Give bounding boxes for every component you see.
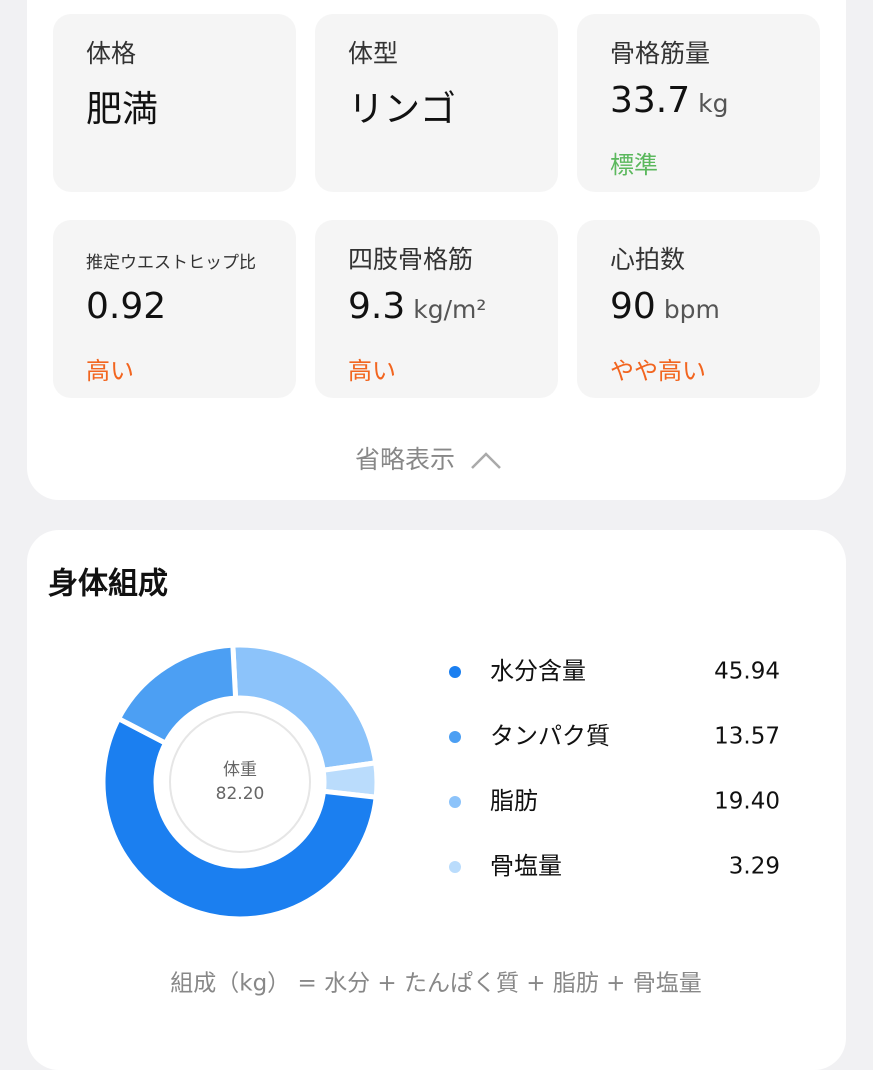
legend-dot bbox=[449, 666, 461, 678]
legend-dot bbox=[449, 796, 461, 808]
legend-name: 水分含量 bbox=[490, 657, 586, 685]
metric-status: 標準 bbox=[610, 151, 658, 179]
metric-number: 33.7 bbox=[610, 80, 691, 121]
metric-status: 高い bbox=[348, 357, 396, 385]
metric-number: 9.3 bbox=[348, 286, 406, 327]
center-label: 体重 bbox=[223, 760, 257, 780]
metric-status: やや高い bbox=[610, 357, 706, 385]
metric-value: 33.7 kg bbox=[610, 80, 729, 121]
metric-number: 肥満 bbox=[86, 89, 159, 130]
metric-label: 骨格筋量 bbox=[610, 39, 711, 68]
metric-unit: kg bbox=[698, 89, 729, 118]
legend-name: 脂肪 bbox=[490, 787, 538, 815]
metric-tile: 体格 肥満 bbox=[53, 14, 296, 192]
metric-label: 心拍数 bbox=[610, 245, 686, 274]
metric-label: 体型 bbox=[348, 39, 399, 68]
metric-label: 体格 bbox=[86, 39, 137, 68]
metric-number: リンゴ bbox=[348, 89, 457, 130]
donut-segment bbox=[115, 642, 239, 747]
legend-name: 骨塩量 bbox=[490, 852, 562, 880]
legend-value: 45.94 bbox=[714, 659, 780, 685]
metric-value: 9.3 kg/m² bbox=[348, 286, 486, 327]
metric-label: 四肢骨格筋 bbox=[348, 245, 474, 274]
metric-number: 0.92 bbox=[86, 286, 167, 327]
metric-status: 高い bbox=[86, 357, 134, 385]
composition-card bbox=[27, 530, 846, 1070]
metric-tile: 骨格筋量 33.7 kg 標準 bbox=[577, 14, 820, 192]
metric-tile: 体型 リンゴ bbox=[315, 14, 558, 192]
center-value: 82.20 bbox=[216, 784, 265, 804]
metric-number: 90 bbox=[610, 286, 656, 327]
chevron-icon bbox=[471, 452, 501, 469]
metric-value: 90 bpm bbox=[610, 286, 720, 327]
metric-tile: 推定ウエストヒップ比 0.92 高い bbox=[53, 220, 296, 398]
formula: 組成（kg） = 水分 + たんぱく質 + 脂肪 + 骨塩量 bbox=[170, 971, 702, 997]
legend-name: タンパク質 bbox=[490, 722, 610, 750]
legend-value: 13.57 bbox=[714, 724, 780, 750]
section-title: 身体組成 bbox=[48, 567, 168, 602]
metric-value: 肥満 bbox=[86, 80, 158, 132]
collapse-button[interactable]: 省略表示 bbox=[355, 440, 503, 476]
composition-chart: 身体組成 体重 82.20 組成（kg） = 水分 + たんぱく質 + 脂肪 +… bbox=[48, 567, 780, 997]
collapse-label: 省略表示 bbox=[355, 445, 456, 474]
center-circle bbox=[169, 711, 311, 853]
metric-label: 推定ウエストヒップ比 bbox=[86, 253, 256, 273]
legend-dot bbox=[449, 731, 461, 743]
legend-value: 19.40 bbox=[714, 789, 780, 815]
metric-value: リンゴ bbox=[348, 80, 456, 132]
legend-dot bbox=[449, 861, 461, 873]
page: 体格 肥満 体型 リンゴ 骨格筋量 33.7 kg 標準 推定ウエストヒップ比 0.92 高い 四肢骨… bbox=[27, 0, 846, 1070]
metric-tile: 四肢骨格筋 9.3 kg/m² 高い bbox=[315, 220, 558, 398]
metric-tile: 心拍数 90 bpm やや高い bbox=[577, 220, 820, 398]
metric-unit: kg/m² bbox=[413, 295, 487, 324]
metric-unit: bpm bbox=[663, 295, 720, 324]
legend-value: 3.29 bbox=[729, 854, 780, 880]
metric-value: 0.92 bbox=[86, 286, 166, 327]
donut-segment bbox=[100, 715, 379, 922]
